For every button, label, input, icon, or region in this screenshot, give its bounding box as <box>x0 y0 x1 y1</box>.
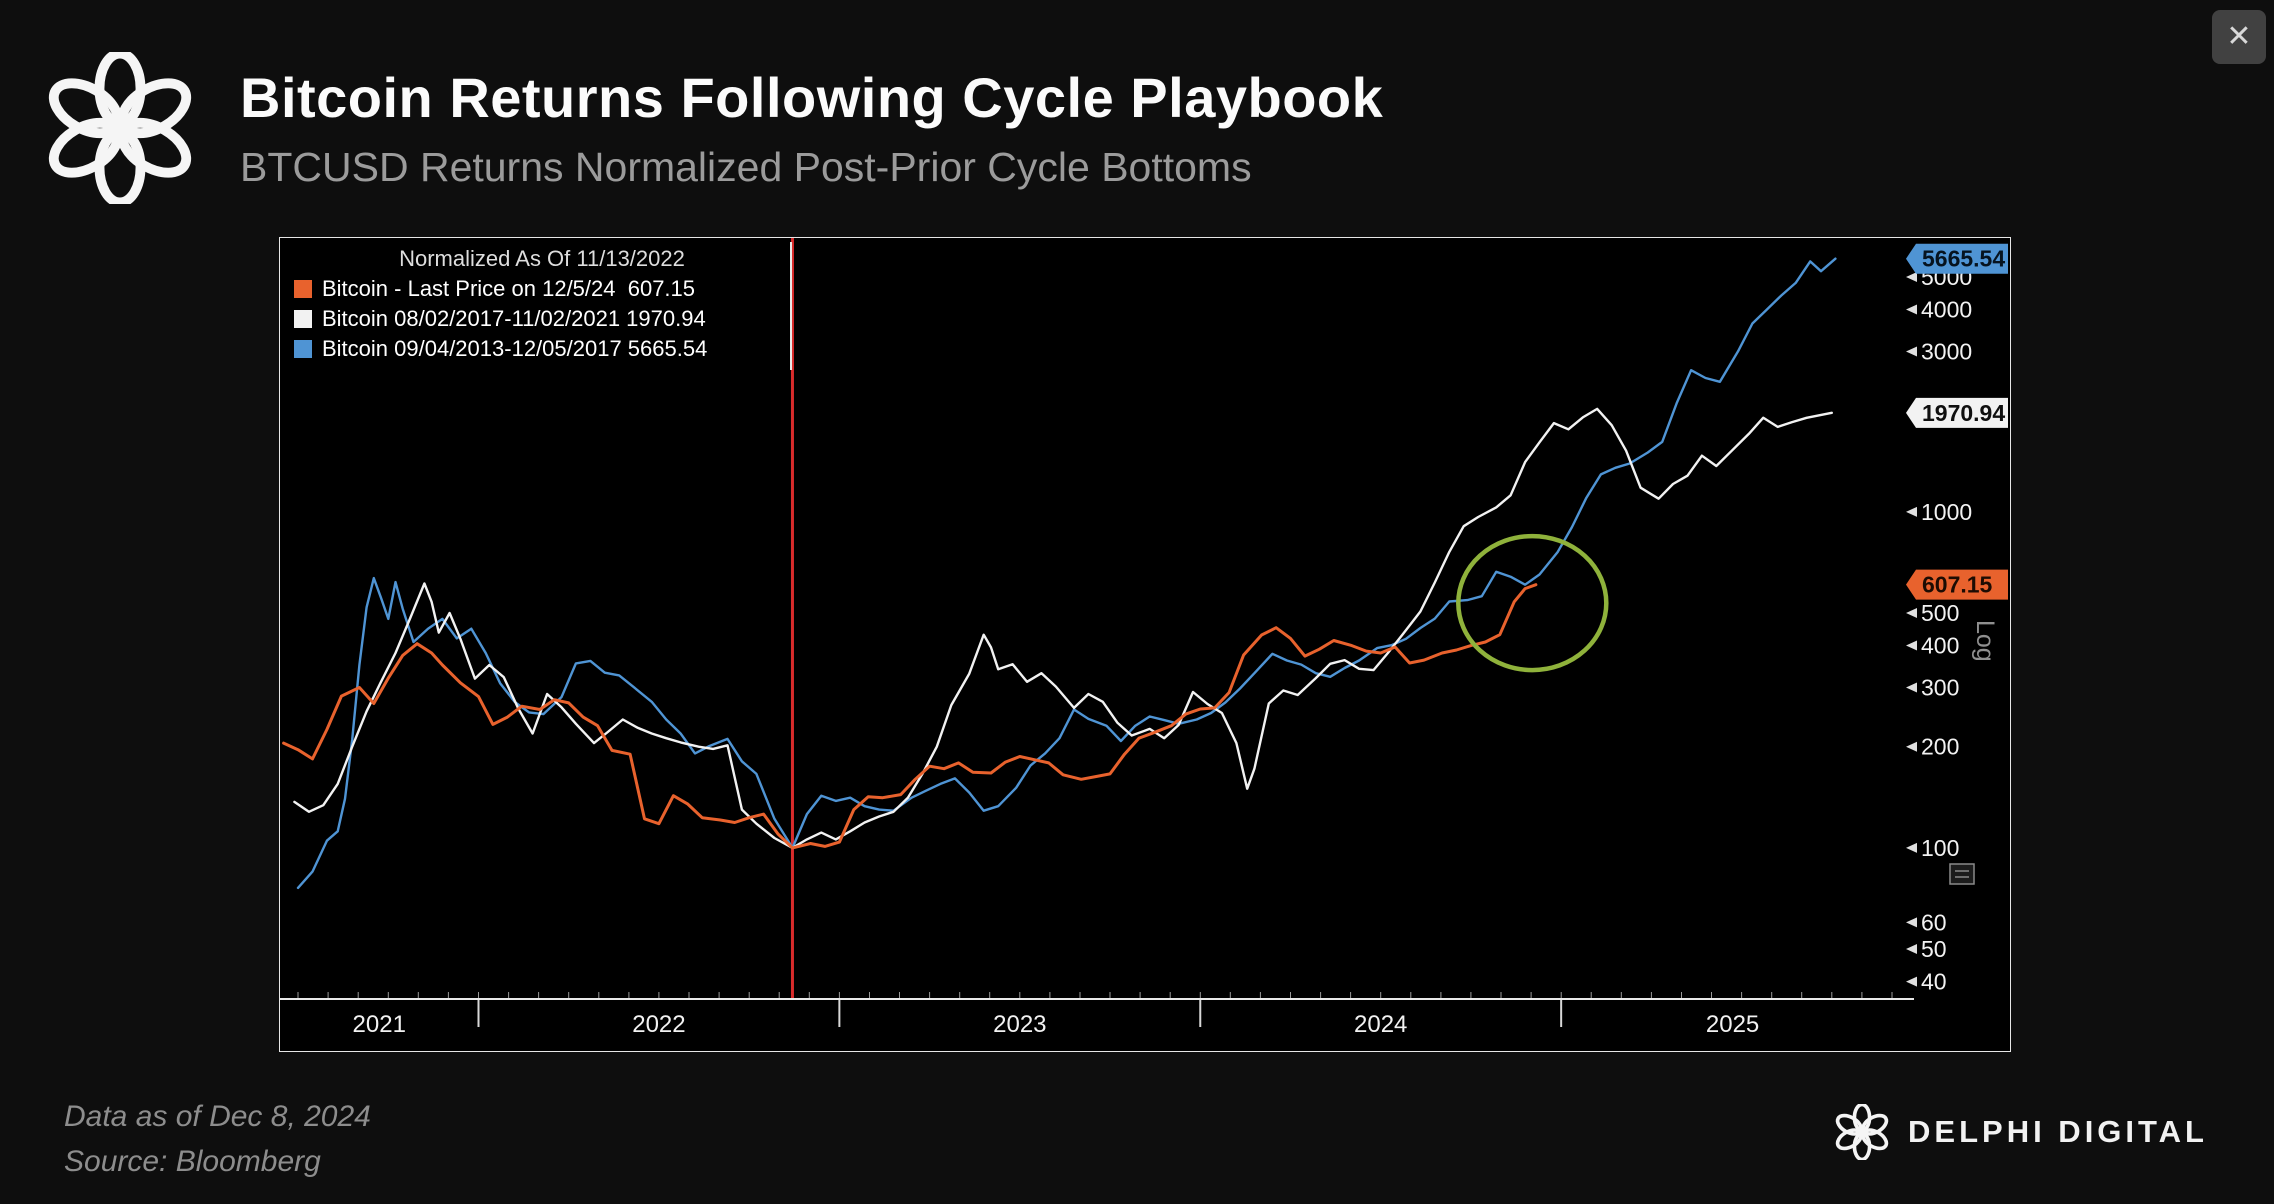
y-axis-badge-0 <box>1906 243 2008 274</box>
y-axis-tick <box>1906 640 1917 651</box>
x-axis-year-label: 2021 <box>353 1011 406 1038</box>
brand-logo-icon <box>1834 1104 1891 1160</box>
y-axis-badge-label: 607.15 <box>1922 572 1993 598</box>
x-axis-year-label: 2025 <box>1706 1011 1759 1038</box>
legend-item: Bitcoin - Last Price on 12/5/24 607.15 <box>294 274 790 304</box>
y-axis-tick-label: 200 <box>1921 734 1959 760</box>
chart-canvas: 2021 2022 2023 2024 202550004000300010005004… <box>280 238 2008 1038</box>
y-axis-tick <box>1906 506 1917 517</box>
annotation-circle <box>1456 533 1609 673</box>
y-axis-tick-label: 300 <box>1921 675 1959 701</box>
y-axis-tick-label: 3000 <box>1921 339 1972 365</box>
y-axis-tick-label: 400 <box>1921 633 1959 659</box>
y-axis-tick-label: 40 <box>1921 969 1947 995</box>
title-block: Bitcoin Returns Following Cycle Playbook… <box>240 65 1383 191</box>
footer-data-date: Data as of Dec 8, 2024 <box>64 1100 371 1133</box>
delphi-logo-icon <box>44 52 196 204</box>
footer-brand: DELPHI DIGITAL <box>1834 1104 2208 1160</box>
page-header: Bitcoin Returns Following Cycle Playbook… <box>44 52 1383 204</box>
y-axis-tick <box>1906 304 1917 315</box>
y-axis-tick <box>1906 976 1917 987</box>
brand-name: DELPHI DIGITAL <box>1908 1114 2208 1149</box>
footer-source: Source: Bloomberg <box>64 1145 321 1178</box>
legend-swatch <box>294 310 312 328</box>
axis-settings-icon <box>1949 863 1975 885</box>
legend-label: Bitcoin 09/04/2013-12/05/2017 5665.54 <box>322 336 708 361</box>
y-axis-tick <box>1906 346 1917 357</box>
legend-swatch <box>294 280 312 298</box>
y-axis-badge-label: 1970.94 <box>1922 400 2005 426</box>
series-line-0 <box>282 583 1538 850</box>
y-axis-tick <box>1906 607 1917 618</box>
y-axis-tick <box>1906 944 1917 955</box>
footer-notes: Data as of Dec 8, 2024 Source: Bloomberg <box>64 1094 371 1184</box>
series-line-1 <box>293 407 1834 850</box>
y-axis-tick-label: 1000 <box>1921 499 1972 525</box>
chart-legend: Normalized As Of 11/13/2022 Bitcoin - La… <box>286 242 792 370</box>
y-axis-tick-label: 60 <box>1921 909 1947 935</box>
y-axis-tick-label: 4000 <box>1921 297 1972 323</box>
y-axis-scale-label: Log <box>1971 620 1999 662</box>
y-axis-tick-label: 50 <box>1921 936 1947 962</box>
y-axis-tick-label: 100 <box>1921 835 1959 861</box>
legend-swatch <box>294 340 312 358</box>
y-axis-badge-label: 5665.54 <box>1922 246 2005 272</box>
legend-item: Bitcoin 08/02/2017-11/02/2021 1970.94 <box>294 304 790 334</box>
y-axis-badge-1 <box>1906 397 2008 428</box>
legend-label: Bitcoin 08/02/2017-11/02/2021 1970.94 <box>322 306 706 331</box>
y-axis-tick <box>1906 682 1917 693</box>
legend-label: Bitcoin - Last Price on 12/5/24 607.15 <box>322 276 696 301</box>
y-axis-tick <box>1906 271 1917 282</box>
legend-item: Bitcoin 09/04/2013-12/05/2017 5665.54 <box>294 334 790 364</box>
y-axis-tick <box>1906 842 1917 853</box>
x-axis-year-label: 2022 <box>632 1011 685 1038</box>
legend-rows: Bitcoin - Last Price on 12/5/24 607.15 Bi… <box>294 274 790 364</box>
page-subtitle: BTCUSD Returns Normalized Post-Prior Cyc… <box>240 144 1252 190</box>
y-axis-badge-2 <box>1906 569 2008 600</box>
y-axis-tick-label: 500 <box>1921 600 1959 626</box>
legend-title: Normalized As Of 11/13/2022 <box>399 246 685 271</box>
bloomberg-chart-panel: 2021 2022 2023 2024 2025 5000 4000 3000 1000 500 4… <box>279 237 2011 1052</box>
x-axis-year-label: 2024 <box>1354 1011 1407 1038</box>
y-axis-tick <box>1906 917 1917 928</box>
close-button[interactable]: ✕ <box>2212 10 2266 64</box>
series-line-2 <box>296 257 1837 890</box>
page-title: Bitcoin Returns Following Cycle Playbook <box>240 66 1384 129</box>
x-axis-year-label: 2023 <box>993 1011 1046 1038</box>
y-axis-tick <box>1906 741 1917 752</box>
